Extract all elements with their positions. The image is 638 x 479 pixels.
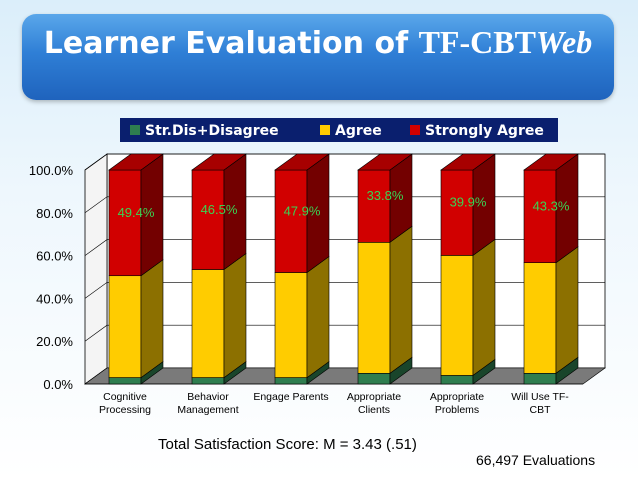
legend-label: Agree xyxy=(335,123,382,139)
slide-title: Learner Evaluation of TF-CBTWeb xyxy=(22,24,614,61)
data-label: 49.4% xyxy=(118,205,155,220)
plot-side-wall xyxy=(84,153,108,385)
x-tick-label: Engage Parents xyxy=(253,391,328,403)
x-tick-label: Cognitive xyxy=(103,391,147,403)
bar-segment xyxy=(357,372,391,385)
legend-box xyxy=(120,118,558,142)
bar-segment xyxy=(523,169,557,263)
bar-segment xyxy=(440,255,474,376)
legend-label: Strongly Agree xyxy=(425,123,544,139)
legend-swatch xyxy=(130,125,140,135)
gridline xyxy=(84,153,605,171)
x-tick-label: CBT xyxy=(530,404,552,416)
y-tick-label: 80.0% xyxy=(36,206,73,221)
legend-swatch xyxy=(410,125,420,135)
x-tick-label: Management xyxy=(177,404,238,416)
gridline xyxy=(84,239,605,256)
bar-top xyxy=(523,153,579,171)
bar-top xyxy=(440,153,496,171)
data-label: 33.8% xyxy=(367,188,404,203)
y-tick-label: 60.0% xyxy=(36,249,73,264)
y-tick-label: 100.0% xyxy=(29,163,74,178)
bar-segment-side xyxy=(555,246,579,374)
bar-segment-side xyxy=(472,238,496,376)
bar-segment-side xyxy=(223,252,247,379)
legend-swatch xyxy=(320,125,330,135)
gridline xyxy=(84,196,605,214)
bar-segment xyxy=(191,377,225,385)
bar-top xyxy=(357,153,413,171)
x-tick-label: Will Use TF- xyxy=(511,391,569,403)
bar-segment xyxy=(274,377,308,385)
data-label: 39.9% xyxy=(450,195,487,210)
bar-segment xyxy=(108,169,142,277)
bar-segment xyxy=(523,262,557,374)
y-tick-label: 0.0% xyxy=(43,377,73,392)
title-banner xyxy=(22,14,614,100)
gridline xyxy=(84,282,605,299)
title-text: Learner Evaluation of xyxy=(43,26,419,61)
bar-segment xyxy=(440,169,474,256)
y-tick-label: 20.0% xyxy=(36,334,73,349)
bar-segment xyxy=(357,242,391,374)
title-tfcbt: TF-CBT xyxy=(418,24,536,60)
gridline xyxy=(84,324,605,342)
bar-segment xyxy=(108,275,142,378)
title-web: Web xyxy=(535,24,593,60)
data-label: 47.9% xyxy=(284,203,321,218)
bar-top xyxy=(191,153,247,171)
y-tick-label: 40.0% xyxy=(36,291,73,306)
bar-top xyxy=(274,153,330,171)
x-tick-label: Appropriate xyxy=(347,391,401,403)
bar-segment xyxy=(274,169,308,273)
x-tick-label: Appropriate xyxy=(430,391,484,403)
x-tick-label: Behavior xyxy=(187,391,229,403)
bar-segment-side xyxy=(140,259,164,379)
bar-segment xyxy=(108,377,142,385)
bar-segment xyxy=(440,375,474,385)
x-tick-label: Problems xyxy=(435,404,479,416)
bar-segment xyxy=(357,169,391,243)
x-tick-label: Processing xyxy=(99,404,151,416)
bar-segment xyxy=(523,372,557,385)
bar-segment-side xyxy=(306,255,330,379)
data-label: 46.5% xyxy=(201,202,238,217)
data-label: 43.3% xyxy=(533,198,570,213)
bar-segment xyxy=(191,269,225,378)
satisfaction-caption: Total Satisfaction Score: M = 3.43 (.51) xyxy=(158,436,417,453)
bar-segment xyxy=(191,169,225,270)
bar-segment-side xyxy=(389,225,413,374)
legend-label: Str.Dis+Disagree xyxy=(145,123,279,139)
bar-top xyxy=(108,153,164,171)
x-tick-label: Clients xyxy=(358,404,390,416)
bar-segment xyxy=(274,272,308,378)
evaluations-count: 66,497 Evaluations xyxy=(476,452,596,468)
